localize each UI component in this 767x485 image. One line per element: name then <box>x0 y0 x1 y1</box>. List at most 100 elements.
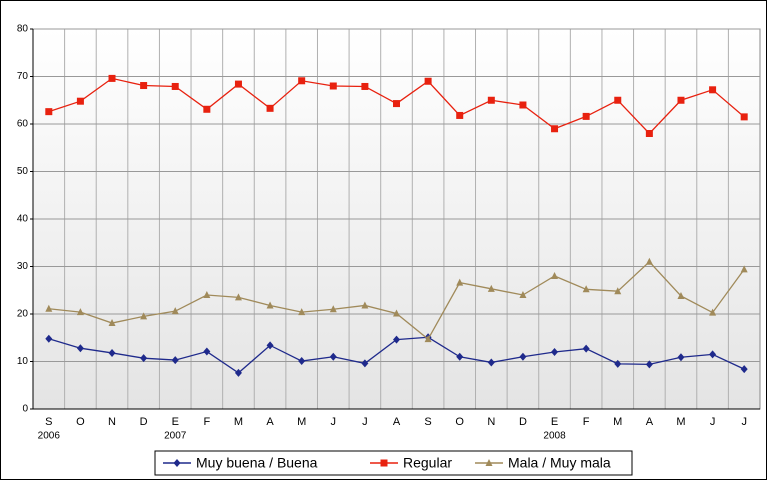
x-tick-label: S <box>45 416 52 428</box>
marker <box>298 77 306 85</box>
marker <box>709 308 717 316</box>
marker <box>487 358 495 367</box>
x-tick-label: D <box>519 416 527 428</box>
marker <box>614 287 622 295</box>
marker <box>424 77 432 85</box>
marker <box>266 341 274 350</box>
marker <box>108 319 116 327</box>
marker <box>234 80 242 88</box>
marker <box>582 112 590 120</box>
x-tick-label: A <box>646 416 654 428</box>
x-year-label: 2006 <box>38 431 61 442</box>
legend-label: Regular <box>403 455 452 471</box>
marker <box>740 365 748 374</box>
marker <box>677 96 685 104</box>
marker <box>551 348 559 356</box>
legend-label: Muy buena / Buena <box>196 455 318 471</box>
marker <box>677 291 685 299</box>
x-year-label: 2008 <box>543 431 566 442</box>
x-tick-label: E <box>172 416 179 428</box>
x-tick-label: D <box>140 416 148 428</box>
x-tick-label: N <box>487 416 495 428</box>
x-tick-label: F <box>583 416 590 428</box>
marker <box>519 352 527 361</box>
marker <box>171 356 179 365</box>
y-tick-label: 10 <box>17 356 29 367</box>
marker <box>677 353 685 362</box>
x-year-label: 2007 <box>164 431 187 442</box>
x-tick-label: M <box>297 416 306 428</box>
x-tick-label: O <box>76 416 85 428</box>
marker <box>76 97 84 105</box>
marker <box>329 82 337 90</box>
x-tick-label: J <box>741 416 747 428</box>
marker <box>380 459 388 467</box>
marker <box>361 82 369 90</box>
marker <box>645 130 653 137</box>
marker <box>740 265 748 273</box>
y-tick-label: 50 <box>17 166 29 177</box>
x-tick-label: N <box>108 416 116 428</box>
marker <box>361 301 369 309</box>
marker <box>393 335 400 344</box>
marker <box>551 272 559 279</box>
y-tick-label: 60 <box>17 119 29 130</box>
marker <box>485 459 493 466</box>
marker <box>519 291 527 298</box>
x-tick-label: F <box>203 416 210 428</box>
y-tick-label: 0 <box>22 404 28 415</box>
marker <box>108 348 116 357</box>
marker <box>582 344 590 353</box>
marker <box>45 108 53 116</box>
marker <box>266 301 274 309</box>
marker <box>393 100 400 108</box>
y-tick-label: 20 <box>17 309 29 320</box>
marker <box>329 305 337 313</box>
marker <box>424 335 432 343</box>
marker <box>203 347 211 356</box>
x-tick-label: A <box>266 416 274 428</box>
x-tick-label: E <box>551 416 558 428</box>
legend-label: Mala / Muy mala <box>508 455 611 471</box>
marker <box>203 105 211 113</box>
marker <box>140 354 148 363</box>
marker <box>298 357 306 366</box>
marker <box>709 86 717 94</box>
y-tick-label: 80 <box>17 24 29 35</box>
marker <box>108 74 116 82</box>
y-tick-label: 70 <box>17 71 29 82</box>
marker <box>645 360 653 369</box>
x-tick-label: M <box>613 416 622 428</box>
x-tick-label: S <box>424 416 431 428</box>
marker <box>551 125 559 133</box>
marker <box>329 352 337 361</box>
marker <box>171 307 179 315</box>
marker <box>361 359 369 368</box>
x-tick-label: J <box>331 416 337 428</box>
x-tick-label: J <box>362 416 368 428</box>
marker <box>614 359 622 368</box>
y-tick-label: 40 <box>17 214 29 225</box>
marker <box>45 334 53 343</box>
marker <box>76 344 84 353</box>
marker <box>298 308 306 316</box>
marker <box>456 278 464 286</box>
marker <box>519 101 527 109</box>
marker <box>266 104 274 112</box>
marker <box>140 82 148 90</box>
marker <box>487 96 495 104</box>
marker <box>740 113 748 121</box>
x-tick-label: M <box>234 416 243 428</box>
marker <box>645 257 653 265</box>
marker <box>140 312 148 320</box>
x-tick-label: A <box>393 416 401 428</box>
x-tick-label: M <box>676 416 685 428</box>
marker <box>614 96 622 104</box>
marker <box>203 291 211 298</box>
y-tick-label: 30 <box>17 261 29 272</box>
marker <box>234 368 242 377</box>
marker <box>487 284 495 292</box>
marker <box>393 309 400 317</box>
marker <box>76 308 84 316</box>
